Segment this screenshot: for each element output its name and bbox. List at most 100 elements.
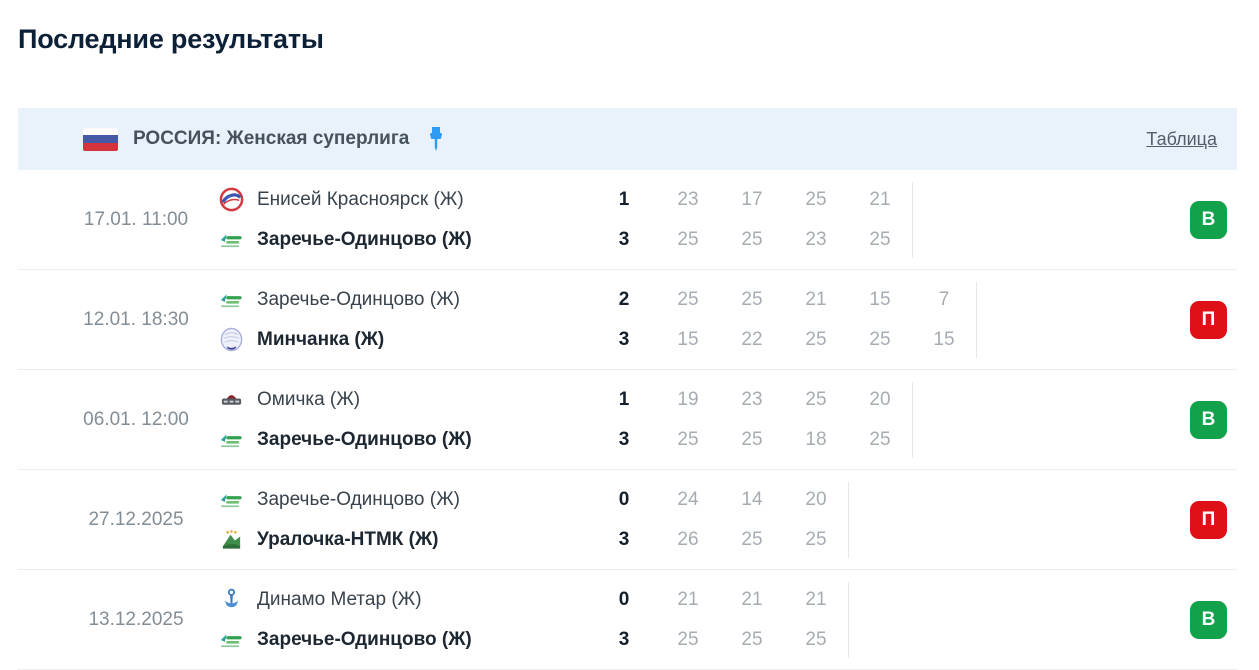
set-score: 21 — [869, 188, 891, 210]
column-divider — [912, 181, 913, 258]
total-score-column: 1 3 — [610, 187, 638, 253]
away-team: Минчанка (Ж) — [214, 327, 610, 353]
set-scores: 19 23 25 20 25 25 18 25 — [638, 387, 912, 453]
set-score: 7 — [938, 288, 950, 310]
omichka-logo-icon — [218, 387, 244, 413]
home-team-name[interactable]: Заречье-Одинцово (Ж) — [257, 288, 460, 310]
home-team: Заречье-Одинцово (Ж) — [214, 287, 610, 313]
away-set-scores: 25 25 18 25 — [656, 427, 912, 453]
column-divider — [848, 581, 849, 658]
away-team-name[interactable]: Минчанка (Ж) — [257, 328, 385, 350]
zarechye-odintsovo-logo-icon — [218, 227, 244, 253]
set-score: 15 — [933, 328, 955, 350]
match-row[interactable]: 17.01. 11:00 Енисей Красноярск (Ж) Зареч… — [18, 170, 1237, 270]
match-row[interactable]: 13.12.2025 Динамо Метар (Ж) Заречье-Один… — [18, 570, 1237, 670]
result-badge[interactable]: В — [1190, 200, 1227, 239]
pin-icon[interactable] — [425, 126, 447, 153]
result-badge-area: П — [849, 500, 1237, 539]
league-name[interactable]: РОССИЯ: Женская суперлига — [133, 128, 410, 149]
set-score: 20 — [805, 488, 827, 510]
set-score: 20 — [869, 388, 891, 410]
zarechye-odintsovo-logo-icon — [218, 287, 244, 313]
yenisey-krasnoyarsk-logo-icon — [218, 187, 244, 213]
away-team-name[interactable]: Уралочка-НТМК (Ж) — [257, 528, 439, 550]
away-set-scores: 25 25 23 25 — [656, 227, 912, 253]
set-score: 25 — [677, 288, 699, 310]
set-score: 21 — [805, 588, 827, 610]
russia-flag-icon — [83, 127, 118, 151]
away-team: Заречье-Одинцово (Ж) — [214, 227, 610, 253]
result-badge[interactable]: П — [1190, 500, 1227, 539]
home-set-scores: 23 17 25 21 — [656, 187, 912, 213]
set-score: 23 — [677, 188, 699, 210]
result-badge-area: В — [913, 400, 1237, 439]
set-score: 17 — [741, 188, 763, 210]
table-link[interactable]: Таблица — [1146, 128, 1217, 149]
home-team-name[interactable]: Динамо Метар (Ж) — [257, 588, 422, 610]
away-team-name[interactable]: Заречье-Одинцово (Ж) — [257, 428, 472, 450]
match-list: 17.01. 11:00 Енисей Красноярск (Ж) Зареч… — [18, 170, 1237, 670]
home-team: Заречье-Одинцово (Ж) — [214, 487, 610, 513]
home-team-name[interactable]: Заречье-Одинцово (Ж) — [257, 488, 460, 510]
match-date: 17.01. 11:00 — [83, 208, 189, 230]
match-row[interactable]: 06.01. 12:00 Омичка (Ж) Заречье-Одинцово… — [18, 370, 1237, 470]
teams-column: Заречье-Одинцово (Ж) Уралочка-НТМК (Ж) — [214, 487, 610, 553]
home-team: Динамо Метар (Ж) — [214, 587, 610, 613]
away-total-score: 3 — [618, 528, 630, 550]
away-team-name[interactable]: Заречье-Одинцово (Ж) — [257, 228, 472, 250]
home-team-name[interactable]: Енисей Красноярск (Ж) — [257, 188, 464, 210]
home-team: Енисей Красноярск (Ж) — [214, 187, 610, 213]
set-score: 21 — [741, 588, 763, 610]
set-score: 14 — [741, 488, 763, 510]
home-total-score: 2 — [618, 288, 630, 310]
set-score: 15 — [677, 328, 699, 350]
set-score: 19 — [677, 388, 699, 410]
away-team-name[interactable]: Заречье-Одинцово (Ж) — [257, 628, 472, 650]
match-row[interactable]: 12.01. 18:30 Заречье-Одинцово (Ж) Минчан… — [18, 270, 1237, 370]
total-score-column: 0 3 — [610, 587, 638, 653]
zarechye-odintsovo-logo-icon — [218, 487, 244, 513]
teams-column: Омичка (Ж) Заречье-Одинцово (Ж) — [214, 387, 610, 453]
zarechye-odintsovo-logo-icon — [218, 427, 244, 453]
minchanka-logo-icon — [218, 327, 244, 353]
home-set-scores: 19 23 25 20 — [656, 387, 912, 413]
column-divider — [848, 481, 849, 558]
result-badge[interactable]: П — [1190, 300, 1227, 339]
away-set-scores: 26 25 25 — [656, 527, 848, 553]
set-score: 26 — [677, 528, 699, 550]
home-set-scores: 24 14 20 — [656, 487, 848, 513]
set-score: 25 — [741, 528, 763, 550]
home-total-score: 0 — [618, 488, 630, 510]
home-total-score: 1 — [618, 188, 630, 210]
league-header[interactable]: РОССИЯ: Женская суперлига Таблица — [18, 108, 1237, 170]
result-badge[interactable]: В — [1190, 600, 1227, 639]
away-team: Заречье-Одинцово (Ж) — [214, 427, 610, 453]
teams-column: Енисей Красноярск (Ж) Заречье-Одинцово (… — [214, 187, 610, 253]
home-team-name[interactable]: Омичка (Ж) — [257, 388, 361, 410]
match-date: 06.01. 12:00 — [83, 408, 189, 430]
set-score: 25 — [805, 528, 827, 550]
set-score: 25 — [741, 628, 763, 650]
set-score: 15 — [869, 288, 891, 310]
teams-column: Динамо Метар (Ж) Заречье-Одинцово (Ж) — [214, 587, 610, 653]
set-score: 23 — [805, 228, 827, 250]
match-date: 27.12.2025 — [88, 508, 184, 530]
away-team: Заречье-Одинцово (Ж) — [214, 627, 610, 653]
home-set-scores: 25 25 21 15 7 — [656, 287, 976, 313]
match-row[interactable]: 27.12.2025 Заречье-Одинцово (Ж) Уралочка… — [18, 470, 1237, 570]
set-score: 25 — [741, 428, 763, 450]
home-total-score: 0 — [618, 588, 630, 610]
away-team: Уралочка-НТМК (Ж) — [214, 527, 610, 553]
away-set-scores: 25 25 25 — [656, 627, 848, 653]
result-badge-area: П — [977, 300, 1237, 339]
set-scores: 25 25 21 15 7 15 22 25 25 15 — [638, 287, 976, 353]
page-title: Последние результаты — [18, 24, 324, 54]
home-team: Омичка (Ж) — [214, 387, 610, 413]
set-score: 22 — [741, 328, 763, 350]
away-total-score: 3 — [618, 228, 630, 250]
result-badge[interactable]: В — [1190, 400, 1227, 439]
set-score: 25 — [741, 288, 763, 310]
home-set-scores: 21 21 21 — [656, 587, 848, 613]
set-score: 23 — [741, 388, 763, 410]
away-total-score: 3 — [618, 328, 630, 350]
